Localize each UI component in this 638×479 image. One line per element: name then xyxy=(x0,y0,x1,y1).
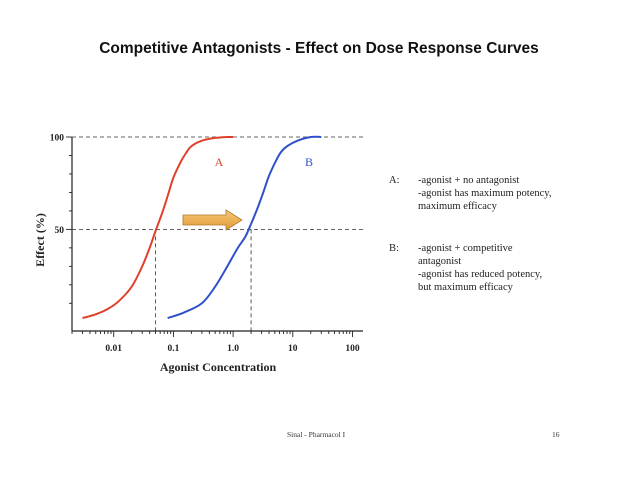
x-tick-label: 10 xyxy=(288,344,298,354)
legend-line: -agonist has maximum potency, xyxy=(418,188,552,199)
x-tick-label: 1.0 xyxy=(227,344,239,354)
shift-arrow xyxy=(182,209,243,231)
legend-line: antagonist xyxy=(418,256,462,267)
x-tick-label: 0.1 xyxy=(167,344,179,354)
chart-axes xyxy=(71,137,363,332)
legend-line: but maximum efficacy xyxy=(418,282,513,293)
legend-line: -agonist + no antagonist xyxy=(418,175,520,186)
y-tick-label: 50 xyxy=(55,226,65,236)
right-arrow-icon xyxy=(182,209,243,231)
curve-label-a: A xyxy=(215,155,224,169)
legend-line: -agonist has reduced potency, xyxy=(418,269,543,280)
legend-key-a: A: xyxy=(389,175,400,186)
footer-page-number: 16 xyxy=(552,430,560,439)
legend-line: -agonist + competitive xyxy=(418,243,513,254)
page-title: Competitive Antagonists - Effect on Dose… xyxy=(99,40,539,57)
series-line-b xyxy=(167,135,322,320)
series-line-a xyxy=(82,135,234,320)
y-tick-label: 100 xyxy=(50,134,65,144)
curve-label-b: B xyxy=(305,155,313,169)
legend-desc-b: -agonist + competitive antagonist -agoni… xyxy=(418,242,542,294)
x-axis-label: Agonist Concentration xyxy=(160,360,277,374)
axis-ticks: 0.01 0.1 1.0 10 100 50 100 xyxy=(50,134,360,355)
x-tick-label: 0.01 xyxy=(105,344,122,354)
x-tick-label: 100 xyxy=(345,344,360,354)
legend-desc-a: -agonist + no antagonist -agonist has ma… xyxy=(418,174,551,213)
legend-key-b: B: xyxy=(389,243,399,254)
footer-source: Sinal - Pharmacol I xyxy=(287,430,346,439)
reference-lines xyxy=(72,136,363,331)
series-group xyxy=(82,135,322,320)
y-axis-label: Effect (%) xyxy=(33,213,47,267)
legend-line: maximum efficacy xyxy=(418,201,497,212)
